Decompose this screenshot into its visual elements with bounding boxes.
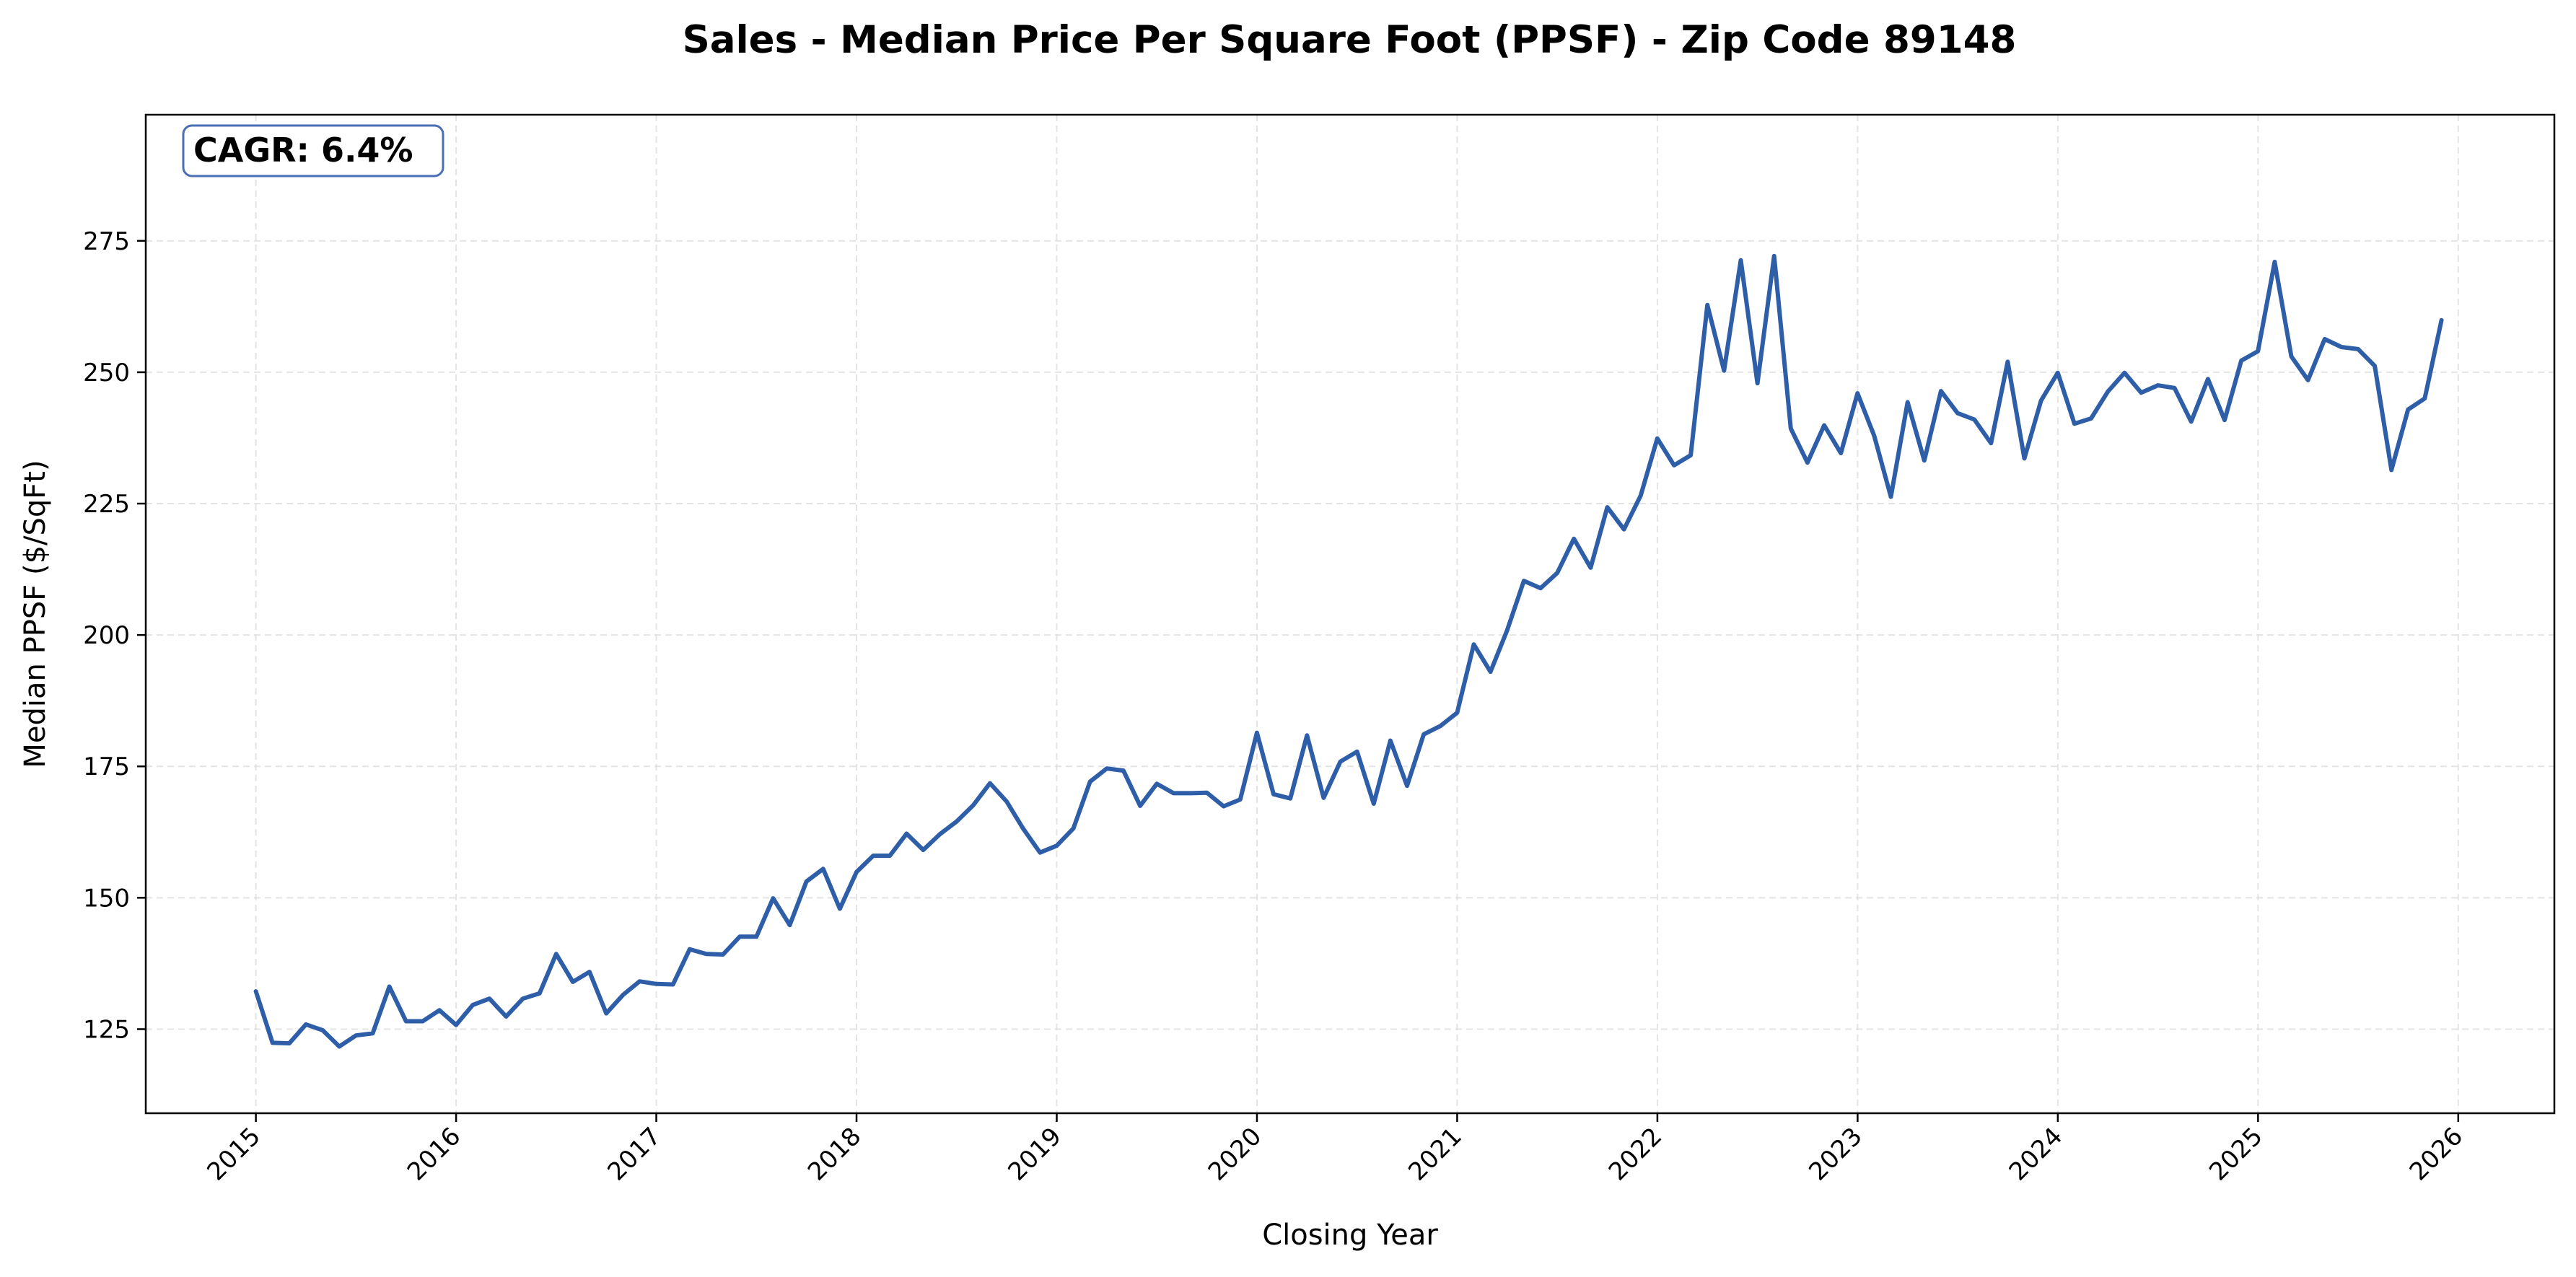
y-tick-label: 150 (83, 884, 130, 913)
y-tick-label: 125 (83, 1015, 130, 1044)
y-tick-label: 175 (83, 752, 130, 781)
chart-title: Sales - Median Price Per Square Foot (PP… (683, 18, 2017, 62)
y-axis-label: Median PPSF ($/SqFt) (19, 460, 52, 768)
y-axis: 125 150 175 200 225 250 275 (83, 227, 146, 1044)
cagr-box (182, 124, 444, 177)
cagr-text: CAGR: 6.4% (193, 131, 413, 170)
y-tick-label: 275 (83, 227, 130, 256)
y-tick-label: 250 (83, 359, 130, 387)
series-layer (253, 253, 2444, 1049)
y-tick-label: 200 (83, 621, 130, 650)
y-tick-label: 225 (83, 490, 130, 519)
cagr-annotation: CAGR: 6.4% (182, 124, 444, 177)
series-line-median-ppsf (253, 253, 2444, 1049)
x-axis-label: Closing Year (1262, 1219, 1438, 1252)
gridlines (146, 115, 2554, 1113)
plot-area-frame (144, 113, 2556, 1115)
